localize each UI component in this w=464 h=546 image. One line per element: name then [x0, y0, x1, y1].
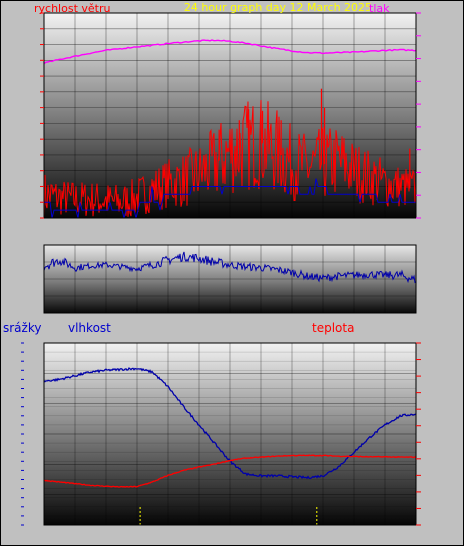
wind-series: [44, 39, 416, 218]
temperature-label: teplota: [312, 321, 354, 335]
climate-grid: [44, 342, 416, 526]
direction-series: [44, 251, 416, 284]
direction-plot-border: [43, 244, 417, 314]
direction-panel: [43, 244, 417, 314]
wind-direction-line: [44, 251, 416, 284]
wind-speed-label: rychlost větru: [34, 2, 110, 15]
wind-speed-line: [44, 100, 416, 218]
wind-average-line: [44, 178, 416, 218]
pressure-label: tlak: [369, 2, 390, 15]
wind-pressure-panel: rychlost větru 24 hour graph day 12 Marc…: [34, 1, 421, 219]
rain-axis: [21, 342, 24, 526]
graph-title: 24 hour graph day 12 March 2025: [184, 1, 372, 14]
climate-plot-border: [43, 342, 417, 526]
temperature-line: [44, 454, 416, 488]
humidity-label: vlhkost: [68, 321, 111, 335]
wind-plot-border: [43, 12, 417, 219]
climate-series: [44, 367, 416, 525]
pressure-axis: [416, 12, 421, 219]
temperature-axis: [416, 342, 421, 526]
rain-humidity-temp-panel: srážky vlhkost teplota: [3, 321, 421, 526]
wind-speed-axis: [40, 12, 44, 219]
pressure-line: [44, 39, 416, 65]
rain-label: srážky: [3, 321, 41, 335]
